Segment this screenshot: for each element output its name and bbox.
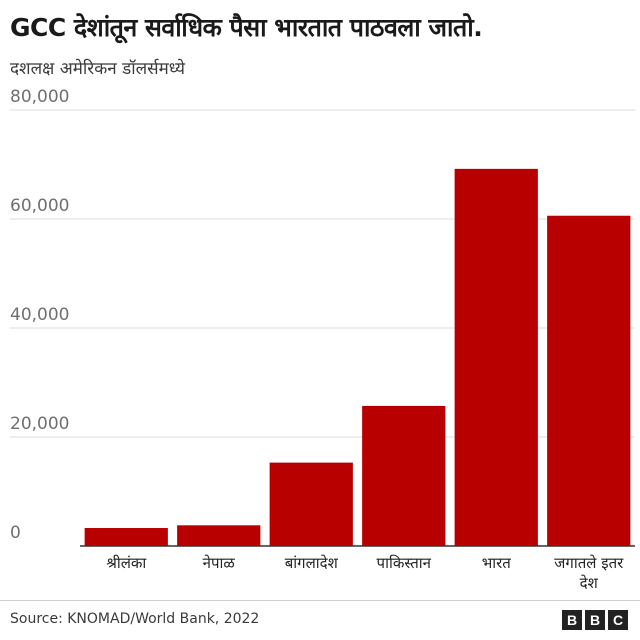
bar <box>454 168 538 547</box>
y-tick-label: 0 <box>10 523 21 543</box>
chart-subtitle: दशलक्ष अमेरिकन डॉलर्समध्ये <box>10 59 186 79</box>
source-note: Source: KNOMAD/World Bank, 2022 <box>10 611 260 627</box>
bar <box>177 525 261 546</box>
footer-divider <box>0 600 640 601</box>
bbc-logo-letter: B <box>585 610 605 630</box>
y-tick-label: 60,000 <box>10 196 69 216</box>
bar <box>547 215 631 547</box>
x-tick-label: श्रीलंका <box>106 554 147 572</box>
y-tick-label: 40,000 <box>10 305 69 325</box>
bar <box>84 528 168 546</box>
x-tick-label: नेपाळ <box>203 554 236 572</box>
bbc-logo-letter: C <box>608 610 628 630</box>
bbc-logo-letter: B <box>562 610 582 630</box>
bar <box>362 405 446 546</box>
bbc-logo: B B C <box>562 610 628 630</box>
x-tick-label: भारत <box>482 554 512 572</box>
x-tick-label: पाकिस्तान <box>377 554 432 572</box>
x-tick-label: जगातले इतर देश <box>554 554 624 592</box>
chart-title: GCC देशांतून सर्वाधिक पैसा भारतात पाठवला… <box>10 13 483 42</box>
bar <box>269 462 353 546</box>
x-tick-label: बांगलादेश <box>285 554 339 572</box>
y-tick-label: 80,000 <box>10 87 69 107</box>
y-tick-label: 20,000 <box>10 414 69 434</box>
